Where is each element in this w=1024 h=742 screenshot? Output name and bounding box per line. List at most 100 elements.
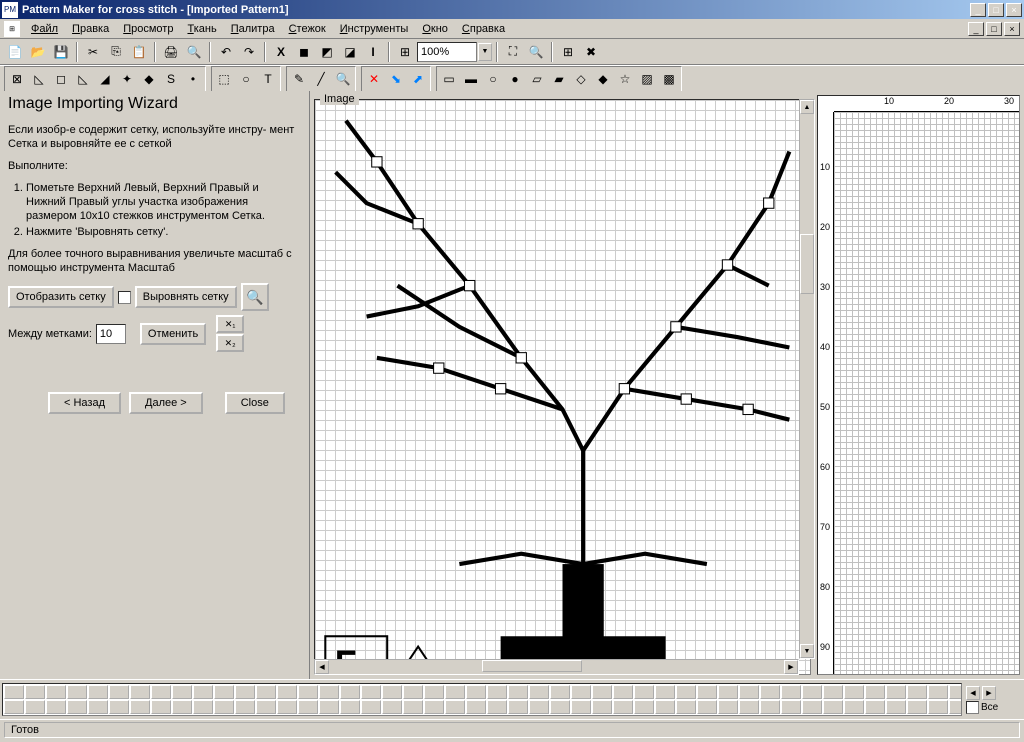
- magnify-icon[interactable]: 🔍: [332, 68, 354, 90]
- palette-scroll-right-icon[interactable]: ▶: [982, 686, 996, 700]
- palette-swatch[interactable]: [88, 685, 108, 699]
- show-grid-checkbox[interactable]: [118, 291, 131, 304]
- palette-swatch[interactable]: [361, 685, 381, 699]
- palette-swatch[interactable]: [403, 685, 423, 699]
- menu-fabric[interactable]: Ткань: [180, 21, 223, 37]
- tool-dot-icon[interactable]: •: [182, 68, 204, 90]
- new-icon[interactable]: 📄: [4, 41, 26, 63]
- back-button[interactable]: < Назад: [48, 392, 121, 414]
- palette-swatch[interactable]: [928, 700, 948, 714]
- palette-swatch[interactable]: [424, 685, 444, 699]
- text-icon[interactable]: T: [257, 68, 279, 90]
- zoom-dropdown-icon[interactable]: ▼: [478, 43, 492, 61]
- magnify-button[interactable]: 🔍: [241, 283, 269, 311]
- palette-swatch[interactable]: [907, 700, 927, 714]
- scroll-up-icon[interactable]: ▲: [800, 100, 814, 114]
- palette-swatch[interactable]: [634, 685, 654, 699]
- palette-swatch[interactable]: [466, 700, 486, 714]
- paste-icon[interactable]: 📋: [128, 41, 150, 63]
- tool3-icon[interactable]: ◻: [50, 68, 72, 90]
- redo-icon[interactable]: ↷: [238, 41, 260, 63]
- shape9-icon[interactable]: ☆: [614, 68, 636, 90]
- palette-swatch[interactable]: [823, 700, 843, 714]
- palette-swatch[interactable]: [67, 700, 87, 714]
- pencil-icon[interactable]: ✎: [288, 68, 310, 90]
- palette-swatch[interactable]: [151, 700, 171, 714]
- palette-swatch[interactable]: [571, 685, 591, 699]
- palette-swatch[interactable]: [676, 700, 696, 714]
- menu-help[interactable]: Справка: [455, 21, 512, 37]
- palette-swatch[interactable]: [151, 685, 171, 699]
- between-marks-input[interactable]: [96, 324, 126, 344]
- tool6-icon[interactable]: ✦: [116, 68, 138, 90]
- palette-swatch[interactable]: [571, 700, 591, 714]
- menu-stitch[interactable]: Стежок: [282, 21, 333, 37]
- shape8-icon[interactable]: ◆: [592, 68, 614, 90]
- menu-tools[interactable]: Инструменты: [333, 21, 416, 37]
- grid-icon[interactable]: ⊞: [394, 41, 416, 63]
- undo-icon[interactable]: ↶: [215, 41, 237, 63]
- cut-icon[interactable]: ✂: [82, 41, 104, 63]
- tool5-icon[interactable]: ◢: [94, 68, 116, 90]
- palette-swatch[interactable]: [340, 685, 360, 699]
- palette-swatch[interactable]: [697, 685, 717, 699]
- image-scrollbar-v[interactable]: ▲ ▼: [799, 99, 815, 659]
- palette-swatch[interactable]: [802, 700, 822, 714]
- tool-x-icon[interactable]: ✖: [580, 41, 602, 63]
- mdi-minimize-button[interactable]: _: [968, 22, 984, 36]
- palette-swatch[interactable]: [718, 685, 738, 699]
- zoom-combo[interactable]: 100%: [417, 42, 477, 62]
- image-scrollbar-h[interactable]: ◀ ▶: [314, 659, 799, 675]
- palette-swatch[interactable]: [760, 685, 780, 699]
- palette-swatch[interactable]: [508, 685, 528, 699]
- palette-swatch[interactable]: [277, 700, 297, 714]
- palette-swatch[interactable]: [739, 700, 759, 714]
- x-icon[interactable]: X: [270, 41, 292, 63]
- palette-swatch[interactable]: [298, 700, 318, 714]
- palette-swatch[interactable]: [865, 685, 885, 699]
- print-icon[interactable]: 🖨: [160, 41, 182, 63]
- tool-s-icon[interactable]: S: [160, 68, 182, 90]
- palette-swatch[interactable]: [67, 685, 87, 699]
- next-button[interactable]: Далее >: [129, 392, 203, 414]
- palette-scroll-left-icon[interactable]: ◀: [966, 686, 980, 700]
- palette-swatch[interactable]: [25, 685, 45, 699]
- select-rect-icon[interactable]: ⬚: [213, 68, 235, 90]
- palette-swatch[interactable]: [949, 700, 962, 714]
- shape1-icon[interactable]: ▭: [438, 68, 460, 90]
- tool7-icon[interactable]: ◆: [138, 68, 160, 90]
- palette-swatch[interactable]: [487, 700, 507, 714]
- palette-swatch[interactable]: [529, 700, 549, 714]
- palette-swatch[interactable]: [844, 700, 864, 714]
- palette-swatch[interactable]: [781, 700, 801, 714]
- mdi-maximize-button[interactable]: □: [986, 22, 1002, 36]
- diag-icon[interactable]: ◩: [316, 41, 338, 63]
- info-icon[interactable]: I: [362, 41, 384, 63]
- palette-swatch[interactable]: [655, 685, 675, 699]
- palette-swatch[interactable]: [319, 685, 339, 699]
- mark-tool-2-icon[interactable]: ✕₂: [216, 334, 244, 352]
- menu-window[interactable]: Окно: [415, 21, 455, 37]
- palette-swatch[interactable]: [592, 685, 612, 699]
- palette-swatch[interactable]: [655, 700, 675, 714]
- close-button[interactable]: ×: [1006, 3, 1022, 17]
- palette-swatch[interactable]: [172, 700, 192, 714]
- menu-file[interactable]: Файл: [24, 21, 65, 37]
- grid2-icon[interactable]: ⊞: [557, 41, 579, 63]
- palette-swatch[interactable]: [193, 700, 213, 714]
- maximize-button[interactable]: □: [988, 3, 1004, 17]
- palette-swatch[interactable]: [928, 685, 948, 699]
- palette-swatch[interactable]: [319, 700, 339, 714]
- palette-swatch[interactable]: [802, 685, 822, 699]
- fit-icon[interactable]: ⛶: [502, 41, 524, 63]
- square-icon[interactable]: ◼: [293, 41, 315, 63]
- palette-swatch[interactable]: [193, 685, 213, 699]
- palette-swatch[interactable]: [340, 700, 360, 714]
- palette-swatch[interactable]: [466, 685, 486, 699]
- mdi-close-button[interactable]: ×: [1004, 22, 1020, 36]
- palette-swatch[interactable]: [907, 685, 927, 699]
- fill-icon[interactable]: ▨: [636, 68, 658, 90]
- palette-swatch[interactable]: [256, 685, 276, 699]
- palette-swatch[interactable]: [4, 685, 24, 699]
- palette-swatch[interactable]: [130, 700, 150, 714]
